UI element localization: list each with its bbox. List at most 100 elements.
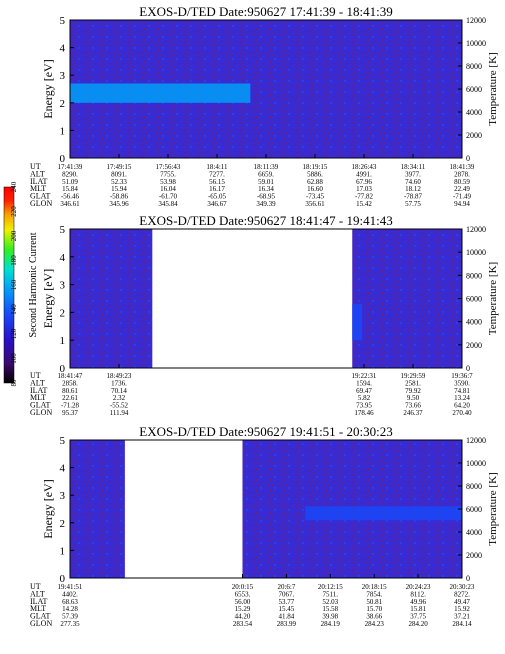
ytick-right-label: 4000 xyxy=(466,108,482,117)
ylabel: Energy [eV] xyxy=(41,59,55,118)
annotation-value: 13.24 xyxy=(454,394,470,402)
annotation-value: 5886. xyxy=(307,170,323,178)
annotation-value: 19:22:31 xyxy=(352,372,377,380)
annotation-value: 80.59 xyxy=(454,178,470,186)
annotation-value: 19:36:7 xyxy=(451,372,473,380)
annotation-value: 57.75 xyxy=(405,200,421,208)
ytick-right-label: 10000 xyxy=(466,39,486,48)
annotation-value: 18:4:11 xyxy=(206,163,228,171)
ytick-right-label: 10000 xyxy=(466,248,486,257)
annotation-value: 49.96 xyxy=(410,598,426,606)
annotation-value: 284.19 xyxy=(321,620,341,628)
colorbar-gradient xyxy=(3,186,15,384)
annotation-value: 6659. xyxy=(258,170,274,178)
annotation-value: 79.92 xyxy=(405,387,421,395)
annotation-value: 8272. xyxy=(454,590,470,598)
annotation-value: 16.17 xyxy=(209,185,225,193)
annotation-value: 18:49:23 xyxy=(107,372,132,380)
ytick-label: 5 xyxy=(60,15,66,27)
colorbar-label: Second Harmonic Current xyxy=(28,232,39,337)
panel-title: EXOS-D/TED Date:950627 18:41:47 - 19:41:… xyxy=(139,213,392,228)
ytick-right-label: 8000 xyxy=(466,482,482,491)
ytick-right-label: 2000 xyxy=(466,131,482,140)
ytick-label: 1 xyxy=(60,545,66,557)
annotation-value: 70.14 xyxy=(111,387,127,395)
panel-title: EXOS-D/TED Date:950627 19:41:51 - 20:30:… xyxy=(139,424,392,439)
ytick-right-label: 0 xyxy=(466,574,470,583)
annotation-value: 15.58 xyxy=(322,605,338,613)
ytick-label: 0 xyxy=(60,363,66,375)
enhancement-band xyxy=(70,83,251,103)
ytick-label: 5 xyxy=(60,224,66,236)
annotation-value: 3977. xyxy=(405,170,421,178)
ytick-label: 4 xyxy=(60,43,66,55)
annotation-value: 2858. xyxy=(62,379,78,387)
ytick-right-label: 6000 xyxy=(466,505,482,514)
ytick-label: 0 xyxy=(60,153,66,165)
annotation-value: 246.37 xyxy=(403,409,423,417)
ytick-right-label: 12000 xyxy=(466,16,486,25)
annotation-value: 2581. xyxy=(405,379,421,387)
annotation-value: 7067. xyxy=(279,590,295,598)
annotation-value: 18:11:39 xyxy=(254,163,279,171)
annotation-value: 16.04 xyxy=(160,185,176,193)
data-interval xyxy=(70,440,125,578)
annotation-value: 16.34 xyxy=(258,185,274,193)
annotation-value: 64.20 xyxy=(454,402,470,410)
ytick-right-label: 10000 xyxy=(466,459,486,468)
colorbar-tick-label: 160 xyxy=(10,279,18,290)
ytick-right-label: 4000 xyxy=(466,528,482,537)
panel-3: EXOS-D/TED Date:950627 19:41:51 - 20:30:… xyxy=(30,424,499,628)
annotation-row-label: MLT xyxy=(30,184,46,193)
annotation-value: 52.03 xyxy=(322,598,338,606)
ytick-right-label: 2000 xyxy=(466,551,482,560)
annotation-row-label: GLAT xyxy=(30,612,51,621)
annotation-value: 22.49 xyxy=(454,185,470,193)
annotation-value: 20:6:7 xyxy=(277,583,295,591)
annotation-value: 1736. xyxy=(111,379,127,387)
annotation-value: -55.52 xyxy=(110,402,129,410)
colorbar-tick-label: 200 xyxy=(10,230,18,241)
ytick-right-label: 4000 xyxy=(466,318,482,327)
annotation-value: 38.66 xyxy=(366,613,382,621)
annotation-value: 53.77 xyxy=(279,598,295,606)
annotation-value: 7277. xyxy=(209,170,225,178)
annotation-value: 20:12:15 xyxy=(318,583,343,591)
ytick-label: 1 xyxy=(60,125,66,137)
data-interval xyxy=(352,229,462,368)
annotation-value: -71.49 xyxy=(453,193,472,201)
annotation-value: 56.00 xyxy=(235,598,251,606)
annotation-value: 80.61 xyxy=(62,387,78,395)
ytick-right-label: 2000 xyxy=(466,341,482,350)
annotation-value: 49.47 xyxy=(454,598,470,606)
annotation-value: 74.81 xyxy=(454,387,470,395)
ytick-label: 4 xyxy=(60,252,66,264)
annotation-value: -78.87 xyxy=(404,193,423,201)
annotation-value: 69.47 xyxy=(356,387,372,395)
annotation-value: 277.35 xyxy=(60,620,80,628)
annotation-value: 19:41:51 xyxy=(58,583,83,591)
annotation-value: 15.84 xyxy=(62,185,78,193)
annotation-row-label: ILAT xyxy=(30,177,47,186)
annotation-value: 22.61 xyxy=(62,394,78,402)
annotation-value: 19:29:59 xyxy=(401,372,426,380)
annotation-value: 37.75 xyxy=(410,613,426,621)
annotation-value: 15.94 xyxy=(111,185,127,193)
annotation-value: -71.28 xyxy=(61,402,80,410)
annotation-value: 345.84 xyxy=(158,200,178,208)
annotation-row-label: ALT xyxy=(30,589,45,598)
ylabel: Energy [eV] xyxy=(41,269,55,328)
annotation-value: 59.01 xyxy=(258,178,274,186)
annotation-value: 4402. xyxy=(62,590,78,598)
data-interval xyxy=(70,229,153,368)
annotation-value: 18:41:39 xyxy=(450,163,475,171)
annotation-value: -65.05 xyxy=(208,193,227,201)
annotation-value: -73.45 xyxy=(306,193,325,201)
colorbar-tick-label: 240 xyxy=(10,181,18,192)
enhancement-band xyxy=(352,304,363,341)
annotation-row-label: ALT xyxy=(30,378,45,387)
annotation-value: 283.99 xyxy=(277,620,297,628)
annotation-value: 111.94 xyxy=(110,409,129,417)
annotation-value: 52.33 xyxy=(111,178,127,186)
